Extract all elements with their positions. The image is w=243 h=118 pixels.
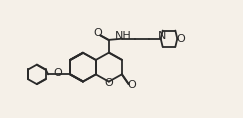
Text: NH: NH [115, 31, 132, 41]
Text: O: O [176, 34, 185, 44]
Text: O: O [104, 78, 113, 88]
Text: O: O [93, 28, 102, 38]
Text: O: O [53, 67, 62, 78]
Text: N: N [157, 31, 166, 41]
Text: O: O [127, 80, 136, 90]
